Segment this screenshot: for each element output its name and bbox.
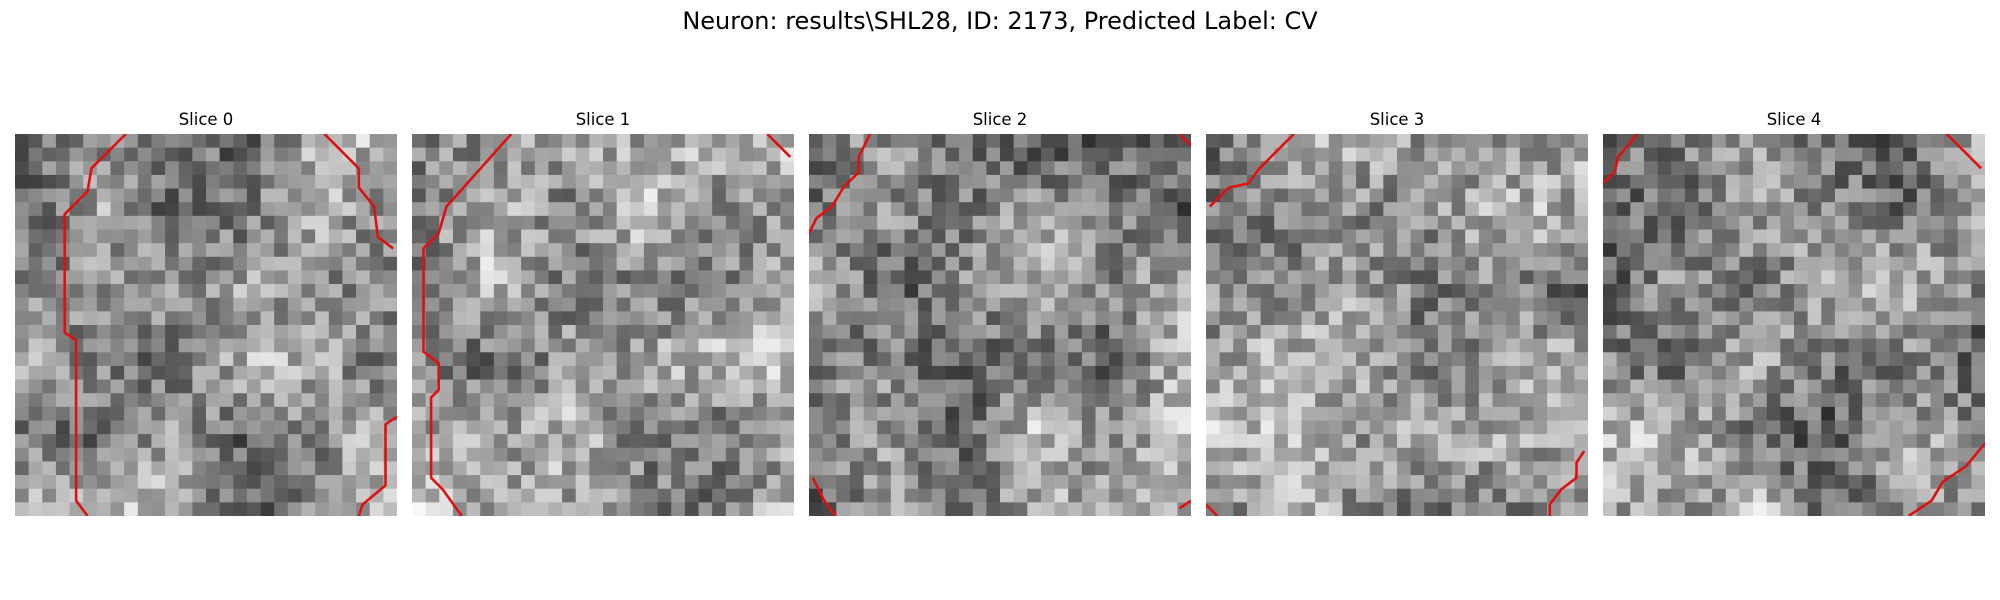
pixel-grid xyxy=(809,134,1191,516)
pixel-grid xyxy=(1603,134,1985,516)
pixel-grid xyxy=(1206,134,1588,516)
slice-title-1: Slice 1 xyxy=(412,110,794,129)
slice-title-3: Slice 3 xyxy=(1206,110,1588,129)
slice-image-0 xyxy=(15,134,397,516)
slice-image-4 xyxy=(1603,134,1985,516)
figure-title: Neuron: results\SHL28, ID: 2173, Predict… xyxy=(0,7,2000,35)
slice-image-3 xyxy=(1206,134,1588,516)
slice-image-2 xyxy=(809,134,1191,516)
slice-title-2: Slice 2 xyxy=(809,110,1191,129)
slice-title-0: Slice 0 xyxy=(15,110,397,129)
pixel-grid xyxy=(15,134,397,516)
pixel-grid xyxy=(412,134,794,516)
slice-image-1 xyxy=(412,134,794,516)
slice-title-4: Slice 4 xyxy=(1603,110,1985,129)
